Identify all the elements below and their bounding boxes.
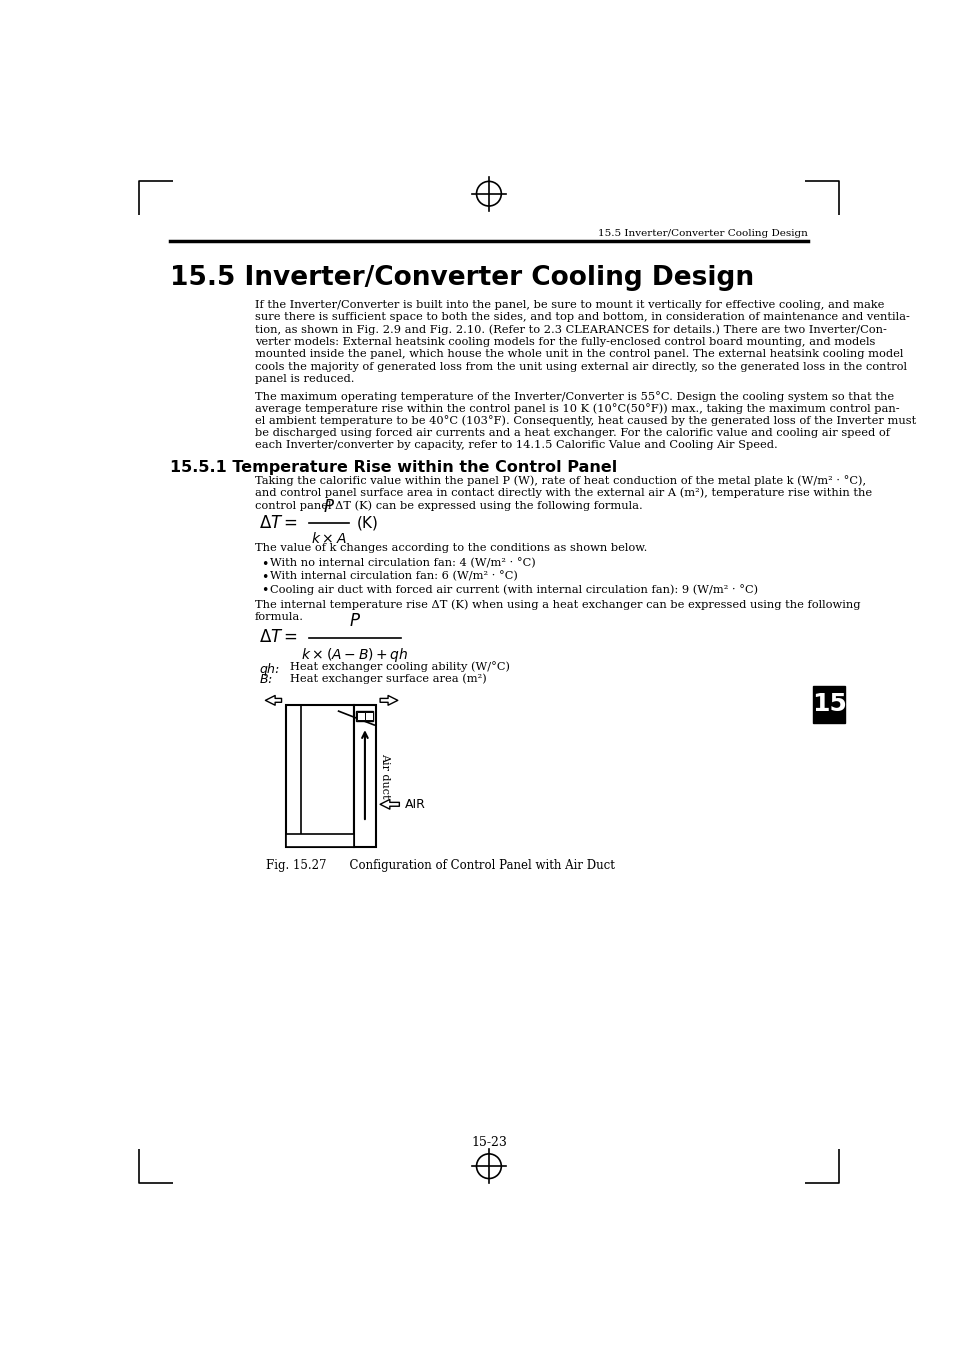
- Text: tion, as shown in Fig. 2.9 and Fig. 2.10. (Refer to 2.3 CLEARANCES for details.): tion, as shown in Fig. 2.9 and Fig. 2.10…: [254, 324, 886, 335]
- Text: $k \times A$: $k \times A$: [311, 531, 347, 546]
- Text: formula.: formula.: [254, 612, 304, 621]
- Text: •: •: [261, 571, 268, 584]
- Text: 15: 15: [811, 692, 845, 716]
- Text: •: •: [261, 558, 268, 571]
- Text: With no internal circulation fan: 4 (W/m² · °C): With no internal circulation fan: 4 (W/m…: [270, 558, 536, 569]
- Text: The internal temperature rise ΔT (K) when using a heat exchanger can be expresse: The internal temperature rise ΔT (K) whe…: [254, 600, 860, 611]
- Text: 15.5.1 Temperature Rise within the Control Panel: 15.5.1 Temperature Rise within the Contr…: [170, 461, 617, 476]
- Text: AIR: AIR: [405, 798, 426, 811]
- Text: $B$:: $B$:: [258, 673, 273, 686]
- Text: The value of k changes according to the conditions as shown below.: The value of k changes according to the …: [254, 543, 646, 554]
- Text: $\Delta T =$: $\Delta T =$: [258, 515, 297, 532]
- Text: •: •: [261, 584, 268, 597]
- Text: cools the majority of generated loss from the unit using external air directly, : cools the majority of generated loss fro…: [254, 362, 906, 372]
- Text: panel is reduced.: panel is reduced.: [254, 374, 354, 384]
- Text: Air duct: Air duct: [380, 754, 390, 798]
- Text: $qh$:: $qh$:: [258, 661, 279, 678]
- Text: el ambient temperature to be 40°C (103°F). Consequently, heat caused by the gene: el ambient temperature to be 40°C (103°F…: [254, 416, 915, 427]
- Text: control panel ΔT (K) can be expressed using the following formula.: control panel ΔT (K) can be expressed us…: [254, 500, 642, 511]
- Bar: [365, 712, 373, 720]
- Text: and control panel surface area in contact directly with the external air A (m²),: and control panel surface area in contac…: [254, 488, 871, 499]
- Text: Fig. 15.27    Configuration of Control Panel with Air Duct: Fig. 15.27 Configuration of Control Pane…: [266, 859, 615, 871]
- Bar: [356, 711, 373, 721]
- Text: $P$: $P$: [323, 499, 335, 516]
- Text: $\Delta T =$: $\Delta T =$: [258, 630, 297, 647]
- Bar: [286, 705, 354, 847]
- Text: average temperature rise within the control panel is 10 K (10°C(50°F)) max., tak: average temperature rise within the cont…: [254, 403, 899, 413]
- Text: Cooling air duct with forced air current (with internal circulation fan): 9 (W/m: Cooling air duct with forced air current…: [270, 584, 758, 594]
- Text: With internal circulation fan: 6 (W/m² · °C): With internal circulation fan: 6 (W/m² ·…: [270, 571, 517, 582]
- Text: 15.5 Inverter/Converter Cooling Design: 15.5 Inverter/Converter Cooling Design: [170, 265, 753, 290]
- Bar: [354, 705, 375, 847]
- Text: 15-23: 15-23: [471, 1136, 506, 1148]
- Text: each Inverter/converter by capacity, refer to 14.1.5 Calorific Value and Cooling: each Inverter/converter by capacity, ref…: [254, 440, 777, 450]
- Bar: [286, 834, 354, 847]
- Text: The maximum operating temperature of the Inverter/Converter is 55°C. Design the : The maximum operating temperature of the…: [254, 390, 893, 401]
- Text: mounted inside the panel, which house the whole unit in the control panel. The e: mounted inside the panel, which house th…: [254, 349, 902, 359]
- Bar: [356, 712, 364, 720]
- Text: Heat exchanger cooling ability (W/°C): Heat exchanger cooling ability (W/°C): [290, 661, 509, 671]
- Text: $k \times (A - B) + qh$: $k \times (A - B) + qh$: [301, 646, 408, 665]
- Text: $P$: $P$: [349, 612, 360, 630]
- Text: Heat exchanger surface area (m²): Heat exchanger surface area (m²): [290, 673, 486, 684]
- Text: $\mathrm{(K)}$: $\mathrm{(K)}$: [355, 515, 377, 532]
- Text: sure there is sufficient space to both the sides, and top and bottom, in conside: sure there is sufficient space to both t…: [254, 312, 909, 323]
- Text: be discharged using forced air currents and a heat exchanger. For the calorific : be discharged using forced air currents …: [254, 428, 889, 438]
- Text: If the Inverter/Converter is built into the panel, be sure to mount it verticall: If the Inverter/Converter is built into …: [254, 300, 883, 309]
- Text: verter models: External heatsink cooling models for the fully-enclosed control b: verter models: External heatsink cooling…: [254, 336, 874, 347]
- Text: Taking the calorific value within the panel P (W), rate of heat conduction of th: Taking the calorific value within the pa…: [254, 476, 865, 486]
- Text: 15.5 Inverter/Converter Cooling Design: 15.5 Inverter/Converter Cooling Design: [598, 228, 807, 238]
- Bar: [812, 686, 844, 723]
